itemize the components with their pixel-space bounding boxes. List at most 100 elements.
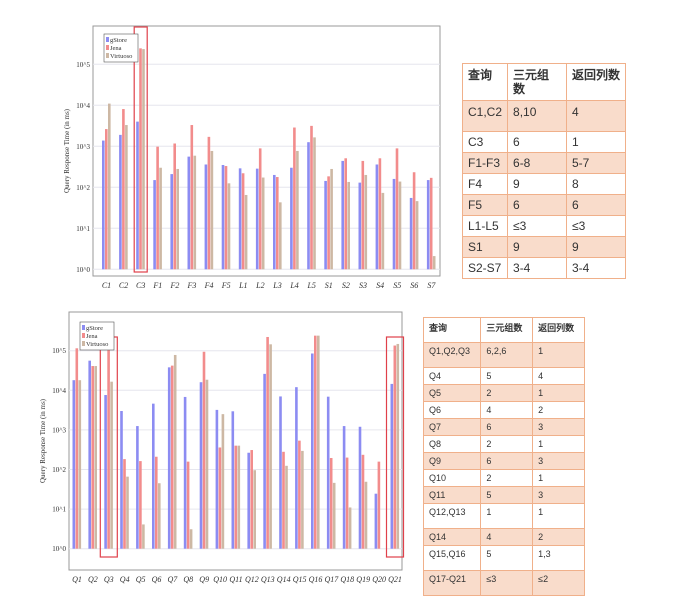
bar-virtuoso-q13 — [269, 344, 272, 549]
table-row: S2-S7 3-4 3-4 — [461, 257, 626, 279]
x-tick-label: L5 — [306, 281, 315, 290]
bar-virtuoso-f5 — [227, 183, 231, 270]
bar-virtuoso-q11 — [237, 445, 241, 549]
bar-virtuoso-f3 — [193, 155, 197, 270]
bar-gstore-q15 — [295, 387, 298, 549]
bar-gstore-f4 — [204, 164, 208, 270]
legend-swatch-gstore — [106, 37, 109, 42]
bar-virtuoso-q4 — [126, 476, 129, 549]
cell-columns: 9 — [566, 236, 626, 258]
cell-triples: ≤3 — [480, 570, 534, 596]
bar-jena-q10 — [218, 447, 222, 549]
header-columns: 返回列数 — [566, 63, 626, 101]
x-tick-label: Q17 — [325, 575, 340, 584]
bar-virtuoso-q18 — [348, 507, 352, 549]
x-tick-label: L4 — [289, 281, 298, 290]
y-tick-label: 10^0 — [52, 545, 66, 553]
legend-label-jena: Jena — [110, 45, 122, 52]
bar-jena-q13 — [266, 336, 269, 549]
bar-jena-q5 — [139, 461, 142, 549]
y-tick-label: 10^2 — [52, 466, 66, 474]
bar-jena-s7 — [429, 177, 433, 270]
table-query-info-1: 查询 三元组数 返回列数 C1,C2 8,10 4 C3 6 1 F1-F3 6-8 5-7 F4… — [461, 63, 626, 279]
y-axis-label: Query Response Time (in ms) — [39, 398, 47, 483]
legend-swatch-virtuoso — [82, 341, 85, 346]
legend-box — [79, 321, 115, 351]
bar-jena-l5 — [310, 125, 313, 270]
table-row: Q5 2 1 — [422, 384, 585, 402]
table-query-info-2: 查询 三元组数 返回列数 Q1,Q2,Q3 6,2,6 1 Q4 5 4 Q5 2 1 Q6 4 2 Q… — [422, 317, 585, 596]
cell-triples: 2 — [480, 384, 534, 402]
header-columns: 返回列数 — [532, 317, 585, 343]
cell-query: Q11 — [422, 486, 482, 504]
y-tick-label: 10^4 — [52, 387, 66, 395]
cell-columns: 4 — [566, 100, 626, 132]
bar-gstore-c2 — [119, 134, 122, 270]
cell-columns: 4 — [532, 367, 585, 385]
cell-triples: 9 — [507, 236, 567, 258]
bar-jena-s3 — [361, 160, 365, 270]
cell-columns: 3 — [532, 418, 585, 436]
cell-query: Q15,Q16 — [422, 545, 482, 571]
cell-triples: ≤3 — [507, 215, 567, 237]
x-tick-label: Q4 — [120, 575, 130, 584]
table-header-row: 查询 三元组数 返回列数 — [422, 317, 585, 343]
cell-columns: 1 — [532, 503, 585, 529]
y-tick-label: 10^0 — [76, 266, 90, 274]
bar-gstore-q9 — [199, 382, 203, 549]
x-tick-label: C2 — [119, 281, 128, 290]
plot-frame — [68, 311, 403, 571]
bar-jena-q16 — [314, 335, 317, 549]
bar-virtuoso-s4 — [381, 192, 385, 270]
bar-jena-q2 — [91, 366, 94, 549]
bar-gstore-s6 — [409, 197, 413, 270]
bar-gstore-q5 — [136, 426, 139, 549]
bar-virtuoso-c2 — [125, 125, 128, 270]
bar-jena-f3 — [190, 125, 194, 270]
cell-triples: 6 — [507, 131, 567, 153]
bar-gstore-q2 — [88, 360, 91, 549]
x-tick-label: Q10 — [213, 575, 227, 584]
cell-columns: 3-4 — [566, 257, 626, 279]
bar-gstore-f5 — [221, 164, 225, 270]
table-row: Q6 4 2 — [422, 401, 585, 419]
y-tick-label: 10^5 — [76, 61, 90, 69]
bar-jena-l4 — [293, 127, 296, 270]
cell-columns: ≤3 — [566, 215, 626, 237]
bar-virtuoso-q10 — [221, 414, 225, 549]
cell-columns: 1 — [532, 469, 585, 487]
bar-gstore-q7 — [167, 367, 171, 549]
cell-triples: 2 — [480, 435, 534, 453]
legend-label-virtuoso: Virtuoso — [110, 53, 132, 60]
table-row: Q17-Q21 ≤3 ≤2 — [422, 570, 585, 596]
legend-box — [103, 33, 139, 63]
bar-virtuoso-q19 — [364, 481, 368, 549]
bar-jena-q15 — [298, 440, 301, 549]
chart-top: 10^0 10^1 10^2 10^3 10^4 10^5 Query Response T… — [63, 25, 441, 290]
cell-triples: 6,2,6 — [480, 342, 534, 368]
bar-gstore-l4 — [290, 167, 293, 270]
table-row: Q15,Q16 5 1,3 — [422, 545, 585, 571]
bar-virtuoso-s1 — [330, 168, 333, 270]
bar-virtuoso-q9 — [205, 379, 209, 549]
x-tick-label: S5 — [393, 281, 401, 290]
bar-virtuoso-q3 — [110, 381, 113, 549]
bar-jena-l1 — [241, 173, 245, 270]
x-tick-label: Q12 — [245, 575, 259, 584]
bar-gstore-q3 — [104, 395, 107, 549]
header-query: 查询 — [461, 63, 509, 101]
bar-jena-s5 — [395, 148, 399, 270]
cell-query: Q10 — [422, 469, 482, 487]
bar-jena-q3 — [107, 348, 110, 549]
x-tick-label: Q6 — [152, 575, 162, 584]
cell-query: Q9 — [422, 452, 482, 470]
bar-gstore-l1 — [238, 168, 242, 270]
table-row: Q9 6 3 — [422, 452, 585, 470]
x-tick-label: Q14 — [277, 575, 291, 584]
bar-virtuoso-q1 — [78, 380, 82, 549]
header-triples: 三元组数 — [480, 317, 534, 343]
x-tick-label: S6 — [410, 281, 418, 290]
legend-swatch-gstore — [82, 325, 85, 330]
bar-gstore-l3 — [273, 174, 276, 270]
bar-gstore-q20 — [374, 493, 378, 549]
